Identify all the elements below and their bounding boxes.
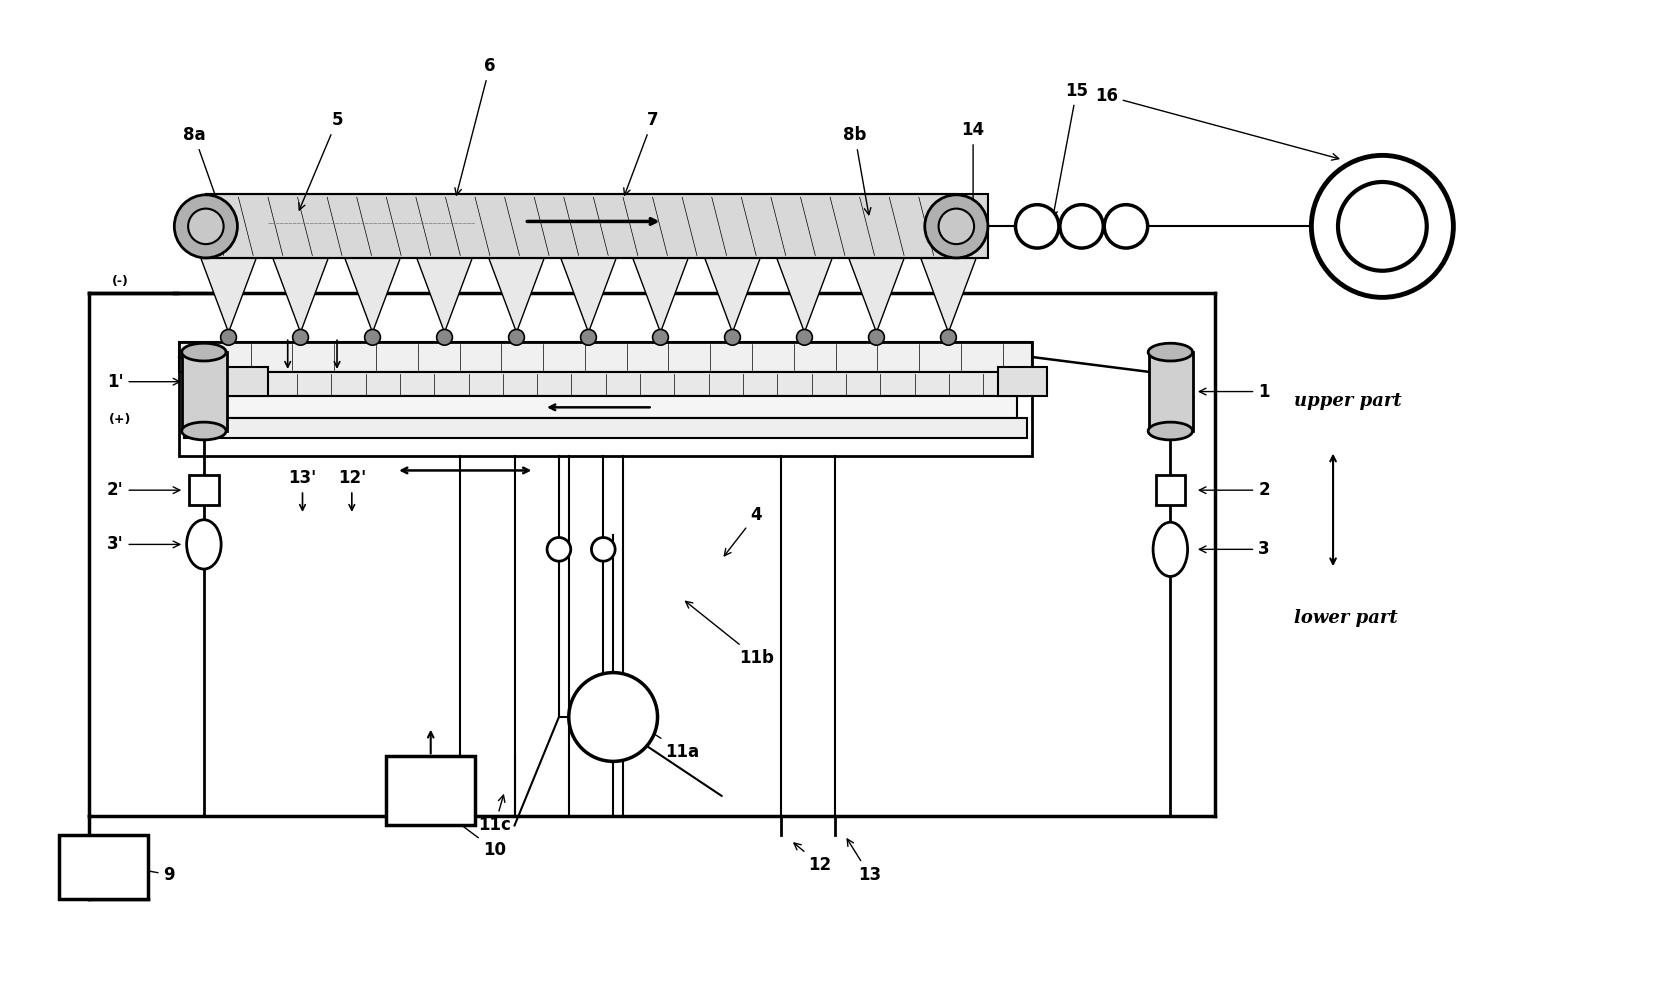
Circle shape (174, 195, 238, 258)
Circle shape (568, 672, 657, 762)
Bar (1155, 475, 1185, 505)
Polygon shape (634, 258, 689, 333)
Text: 3: 3 (1200, 541, 1270, 559)
Text: 1: 1 (1200, 383, 1270, 401)
Text: 11b: 11b (685, 601, 774, 667)
Text: M: M (603, 707, 623, 727)
Circle shape (1337, 182, 1426, 270)
Text: ~~~~~~~~~~~~~~~~~~~~~~~~~~~~~~~~~~~~~~~~~~~~~~~~~: ~~~~~~~~~~~~~~~~~~~~~~~~~~~~~~~~~~~~~~~~… (268, 221, 476, 227)
Text: 1': 1' (107, 373, 179, 391)
Circle shape (293, 330, 308, 345)
Polygon shape (920, 258, 975, 333)
Text: 12': 12' (337, 469, 365, 487)
Bar (997, 367, 1048, 397)
Circle shape (592, 538, 615, 561)
Bar (184, 418, 1027, 438)
Circle shape (188, 209, 223, 244)
Polygon shape (201, 258, 256, 333)
Polygon shape (417, 258, 473, 333)
Circle shape (1311, 156, 1453, 297)
Circle shape (868, 330, 885, 345)
Polygon shape (848, 258, 903, 333)
Ellipse shape (1153, 523, 1188, 577)
Circle shape (365, 330, 380, 345)
Text: 11a: 11a (647, 730, 699, 761)
Bar (194, 397, 1017, 418)
Text: 2': 2' (107, 481, 179, 499)
Text: 13': 13' (288, 469, 317, 487)
Text: 15: 15 (1051, 81, 1088, 218)
Bar (184, 372, 1027, 397)
Text: 16: 16 (1094, 86, 1339, 160)
Text: (+): (+) (109, 413, 131, 426)
Text: lower part: lower part (1294, 609, 1398, 627)
Circle shape (1059, 205, 1103, 248)
Circle shape (437, 330, 453, 345)
Text: 14: 14 (962, 122, 985, 218)
Text: 7: 7 (623, 112, 659, 195)
Text: 13: 13 (846, 839, 882, 883)
Text: 9: 9 (119, 863, 176, 883)
Text: 2: 2 (1200, 481, 1270, 499)
Text: 3': 3' (107, 536, 179, 554)
Text: 11c: 11c (478, 795, 511, 834)
Bar (387, 757, 474, 825)
Bar (179, 343, 1032, 455)
Circle shape (546, 538, 572, 561)
Text: 12: 12 (794, 843, 831, 874)
Circle shape (1016, 205, 1059, 248)
Bar (183, 352, 226, 431)
Circle shape (221, 330, 236, 345)
Circle shape (508, 330, 525, 345)
Bar (179, 343, 1032, 372)
Ellipse shape (181, 422, 226, 440)
Ellipse shape (181, 344, 226, 361)
Circle shape (724, 330, 741, 345)
Polygon shape (561, 258, 617, 333)
Ellipse shape (1148, 344, 1193, 361)
Circle shape (925, 195, 987, 258)
Bar (189, 475, 218, 505)
Circle shape (796, 330, 813, 345)
Bar (1148, 352, 1193, 431)
Text: 10: 10 (439, 808, 506, 859)
Polygon shape (489, 258, 545, 333)
Circle shape (580, 330, 597, 345)
Bar (59, 835, 147, 899)
Text: 8b: 8b (843, 127, 872, 215)
Ellipse shape (1148, 422, 1193, 440)
Polygon shape (706, 258, 761, 333)
Bar (206, 194, 987, 258)
Polygon shape (778, 258, 831, 333)
Text: 8a: 8a (183, 127, 223, 215)
Circle shape (939, 209, 974, 244)
Polygon shape (345, 258, 401, 333)
Circle shape (1104, 205, 1148, 248)
Polygon shape (273, 258, 328, 333)
Text: 5: 5 (298, 112, 344, 210)
Text: 6: 6 (454, 57, 496, 195)
Bar (218, 367, 268, 397)
Circle shape (940, 330, 957, 345)
Ellipse shape (186, 520, 221, 569)
Text: 4: 4 (724, 506, 763, 556)
Circle shape (652, 330, 669, 345)
Text: +: + (198, 483, 210, 497)
Text: (-): (-) (112, 274, 129, 287)
Text: upper part: upper part (1294, 392, 1401, 410)
